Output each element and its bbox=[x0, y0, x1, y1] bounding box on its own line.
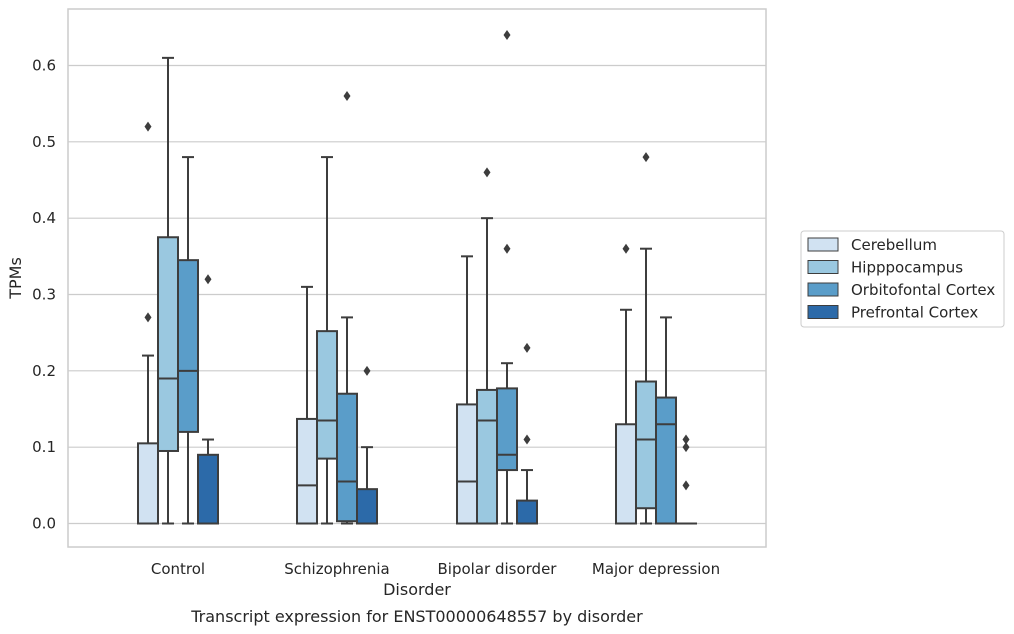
x-tick-label-0: Control bbox=[151, 560, 205, 578]
y-tick-label-5: 0.5 bbox=[32, 133, 56, 151]
box-body bbox=[456, 403, 478, 525]
y-tick-label-6: 0.6 bbox=[32, 57, 56, 75]
outlier-point-0 bbox=[503, 243, 511, 254]
box-orbitofontal-cortex-2 bbox=[496, 29, 518, 525]
outlier-point-0 bbox=[204, 274, 212, 285]
outlier-point-1 bbox=[682, 442, 690, 453]
box-body bbox=[157, 236, 179, 452]
y-tick-label-4: 0.4 bbox=[32, 209, 56, 227]
box-body bbox=[476, 388, 498, 525]
x-tick-label-1: Schizophrenia bbox=[284, 560, 389, 578]
outlier-point-0 bbox=[363, 365, 371, 376]
box-orbitofontal-cortex-3 bbox=[655, 316, 677, 525]
box-cerebellum-0 bbox=[137, 121, 159, 525]
box-body bbox=[516, 499, 538, 525]
legend-swatch-3 bbox=[807, 305, 839, 319]
y-tick-label-0: 0.0 bbox=[32, 515, 56, 533]
outlier-point-1 bbox=[523, 342, 531, 353]
legend-swatch-2 bbox=[807, 282, 839, 297]
legend: Cerebellum Hipppocampus Orbitofontal Corte… bbox=[800, 230, 1005, 328]
legend-label-3: Prefrontal Cortex bbox=[851, 304, 978, 322]
x-axis-ticks: Control Schizophrenia Bipolar disorder Majo… bbox=[151, 560, 720, 578]
box-body bbox=[356, 488, 378, 525]
box-body bbox=[336, 392, 358, 523]
outlier-point-0 bbox=[343, 91, 351, 102]
x-axis-label: Disorder bbox=[383, 580, 451, 599]
legend-label-0: Cerebellum bbox=[851, 236, 937, 254]
outlier-point-1 bbox=[503, 29, 511, 40]
box-prefrontal-cortex-2 bbox=[516, 342, 538, 525]
box-prefrontal-cortex-0 bbox=[197, 274, 219, 525]
box-prefrontal-cortex-1 bbox=[356, 365, 378, 525]
box-cerebellum-1 bbox=[296, 285, 318, 525]
x-tick-label-2: Bipolar disorder bbox=[438, 560, 558, 578]
chart-caption: Transcript expression for ENST0000064855… bbox=[190, 607, 643, 626]
y-tick-label-3: 0.3 bbox=[32, 286, 56, 304]
outlier-point-2 bbox=[682, 434, 690, 445]
outlier-point-0 bbox=[483, 167, 491, 178]
outlier-point-0 bbox=[144, 312, 152, 323]
box-body bbox=[615, 423, 637, 525]
boxes bbox=[137, 29, 697, 525]
y-tick-label-1: 0.1 bbox=[32, 438, 56, 456]
box-body bbox=[316, 330, 338, 460]
outlier-point-0 bbox=[642, 152, 650, 163]
box-body bbox=[137, 442, 159, 525]
outlier-point-0 bbox=[622, 243, 630, 254]
outlier-point-1 bbox=[144, 121, 152, 132]
legend-swatch-0 bbox=[807, 237, 839, 252]
box-body bbox=[655, 396, 677, 525]
outlier-point-0 bbox=[682, 480, 690, 491]
y-tick-label-2: 0.2 bbox=[32, 362, 56, 380]
box-orbitofontal-cortex-0 bbox=[177, 156, 199, 525]
legend-frame bbox=[800, 230, 1005, 328]
x-tick-label-3: Major depression bbox=[592, 560, 720, 578]
box-orbitofontal-cortex-1 bbox=[336, 91, 358, 525]
box-prefrontal-cortex-3 bbox=[675, 434, 697, 525]
outlier-point-0 bbox=[523, 434, 531, 445]
y-axis-label: TPMs bbox=[6, 257, 25, 300]
y-axis-ticks: 0.0 0.1 0.2 0.3 0.4 0.5 0.6 bbox=[32, 57, 56, 533]
box-body bbox=[296, 417, 318, 525]
box-body bbox=[496, 387, 518, 472]
box-hipppocampus-0 bbox=[157, 56, 179, 525]
legend-swatch-1 bbox=[807, 260, 839, 274]
box-hipppocampus-3 bbox=[635, 152, 657, 525]
plot-frame bbox=[67, 8, 767, 548]
box-hipppocampus-1 bbox=[316, 156, 338, 525]
box-body bbox=[197, 453, 219, 525]
box-body bbox=[177, 259, 199, 433]
legend-label-2: Orbitofontal Cortex bbox=[851, 281, 995, 299]
box-body bbox=[635, 380, 657, 510]
legend-label-1: Hipppocampus bbox=[851, 259, 963, 277]
